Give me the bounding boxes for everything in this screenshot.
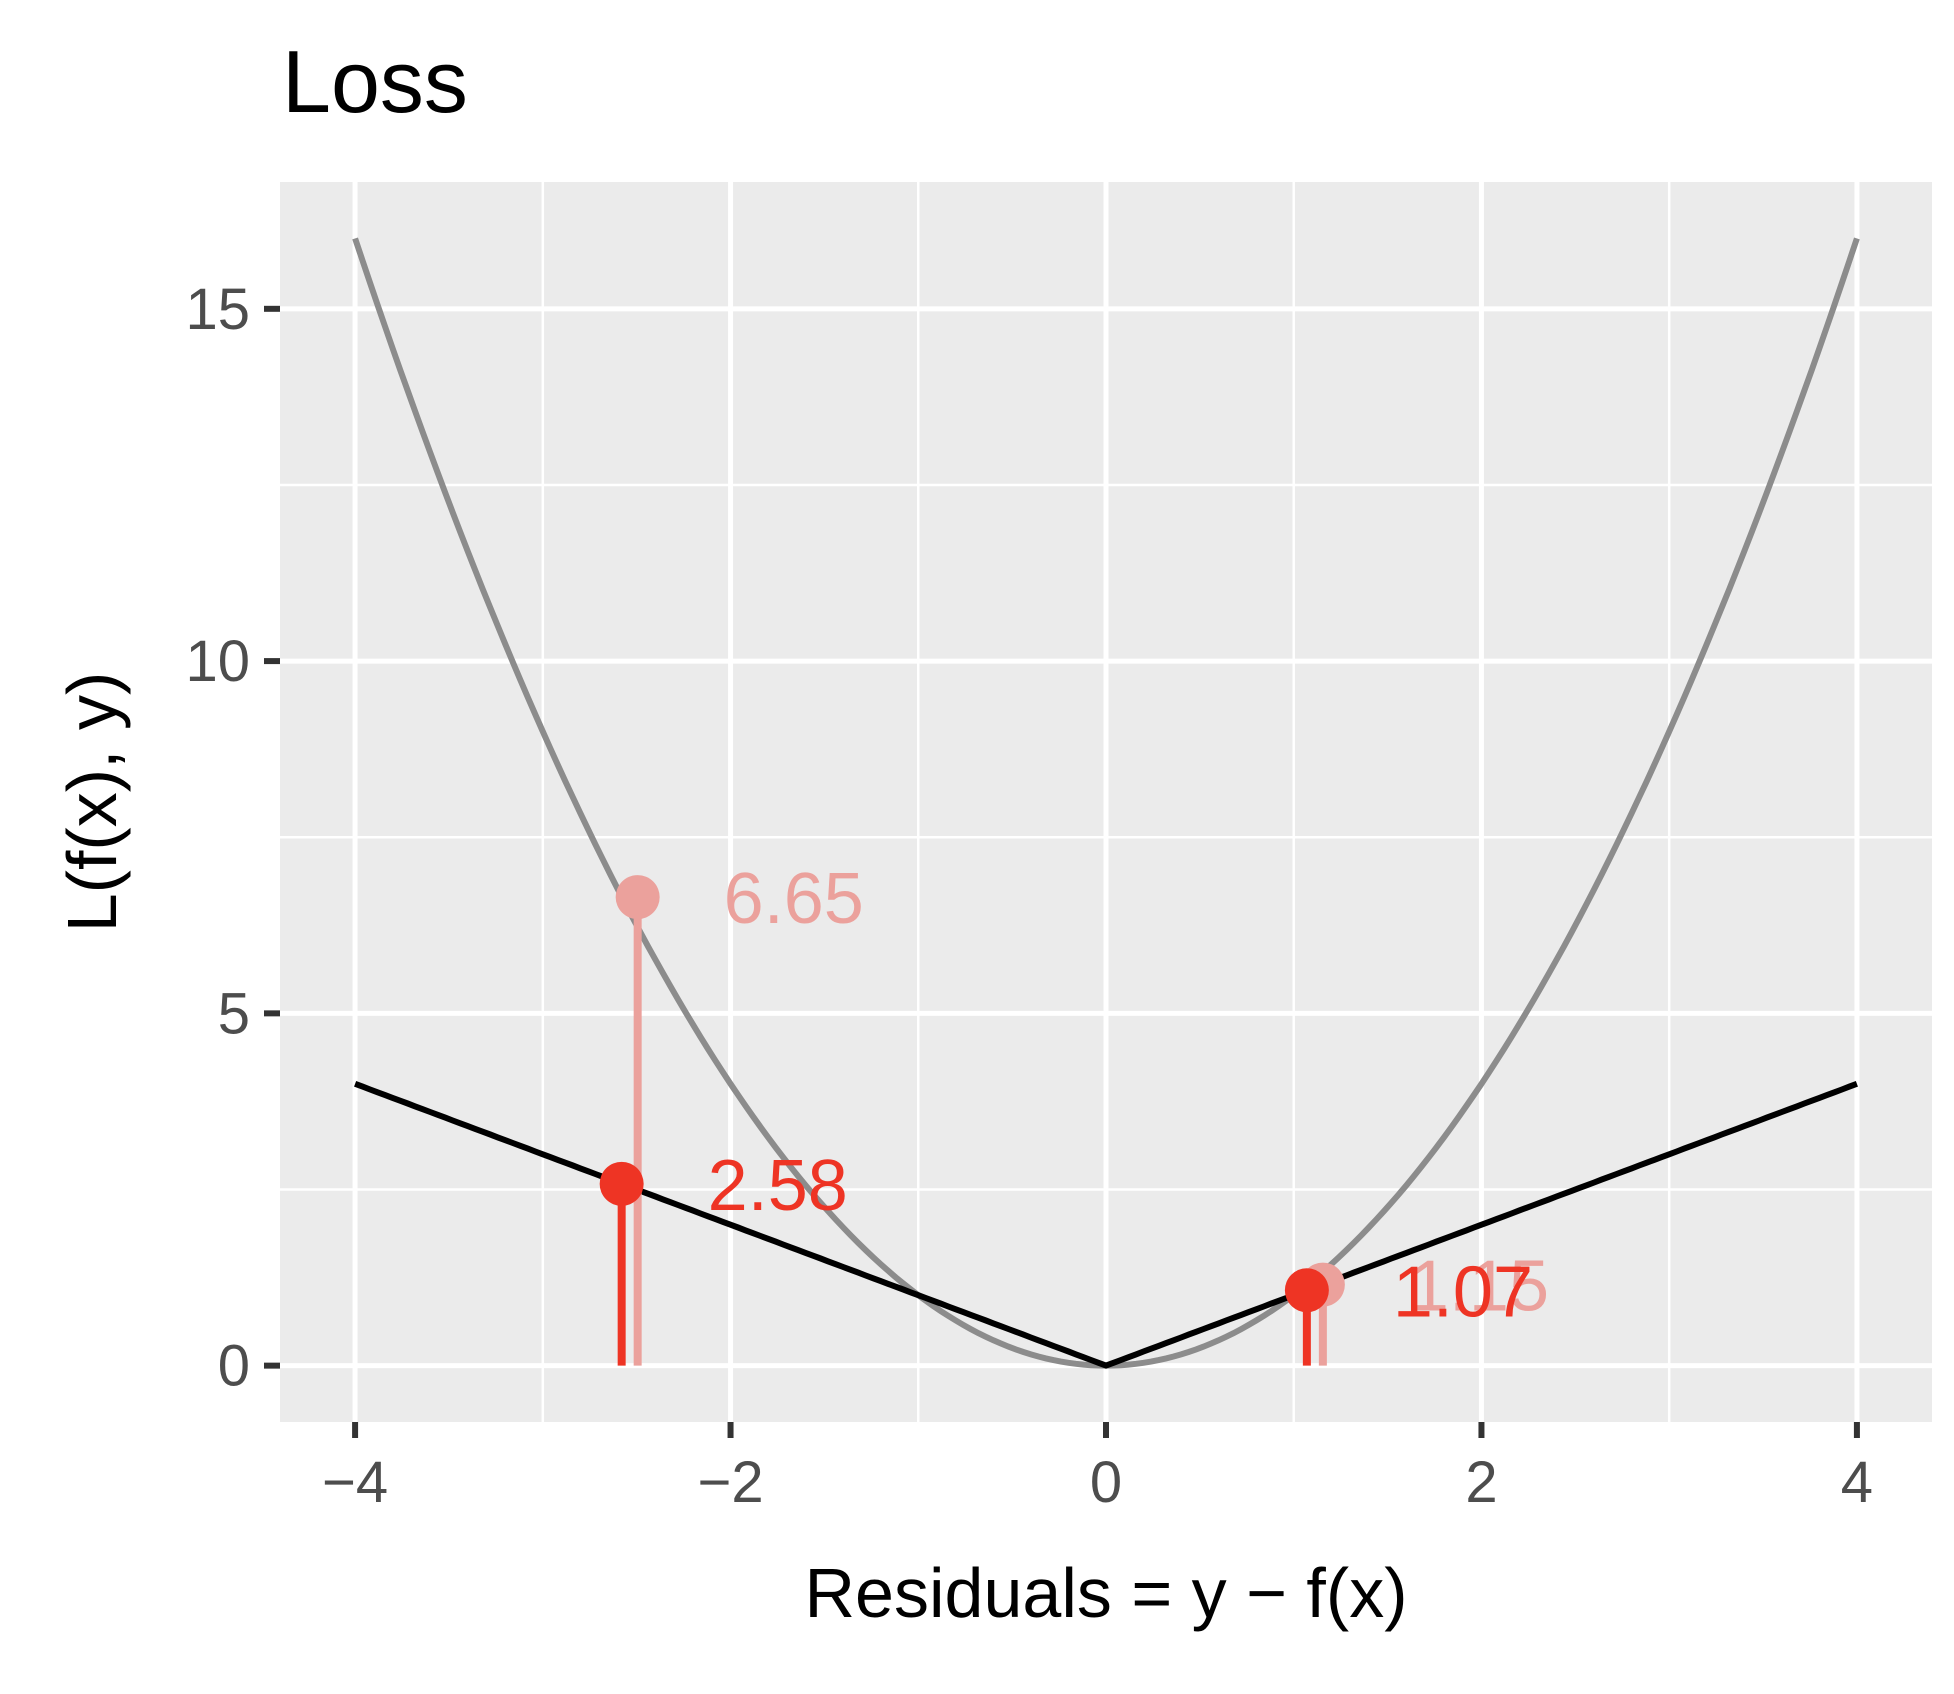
chart-title: Loss	[282, 32, 468, 131]
absolute-point-label: 1.07	[1393, 1252, 1533, 1332]
x-tick-label: −4	[322, 1450, 388, 1515]
x-tick-label: 2	[1465, 1450, 1497, 1515]
y-tick-label: 10	[185, 629, 250, 694]
x-tick-label: 0	[1090, 1450, 1122, 1515]
y-tick-label: 5	[218, 981, 250, 1046]
absolute-point	[599, 1161, 644, 1206]
x-tick-label: −2	[697, 1450, 763, 1515]
absolute-point	[1284, 1268, 1329, 1313]
y-tick-label: 0	[218, 1334, 250, 1399]
x-tick-label: 4	[1841, 1450, 1873, 1515]
absolute-point-label: 2.58	[708, 1146, 848, 1226]
squared-point-label: 6.65	[724, 859, 864, 939]
major-gridlines	[280, 182, 1932, 1422]
squared-point-label: 1.15	[1409, 1247, 1549, 1327]
x-axis: −4 −2 0 2 4	[322, 1422, 1873, 1515]
x-axis-title: Residuals = y − f(x)	[805, 1554, 1408, 1632]
y-tick-label: 15	[185, 277, 250, 342]
point-markers: 6.65 1.15 2.58 1.07	[599, 859, 1549, 1366]
y-axis-title: L(f(x), y)	[53, 672, 131, 933]
squared-point	[615, 875, 660, 920]
y-axis: 0 5 10 15	[185, 277, 280, 1399]
